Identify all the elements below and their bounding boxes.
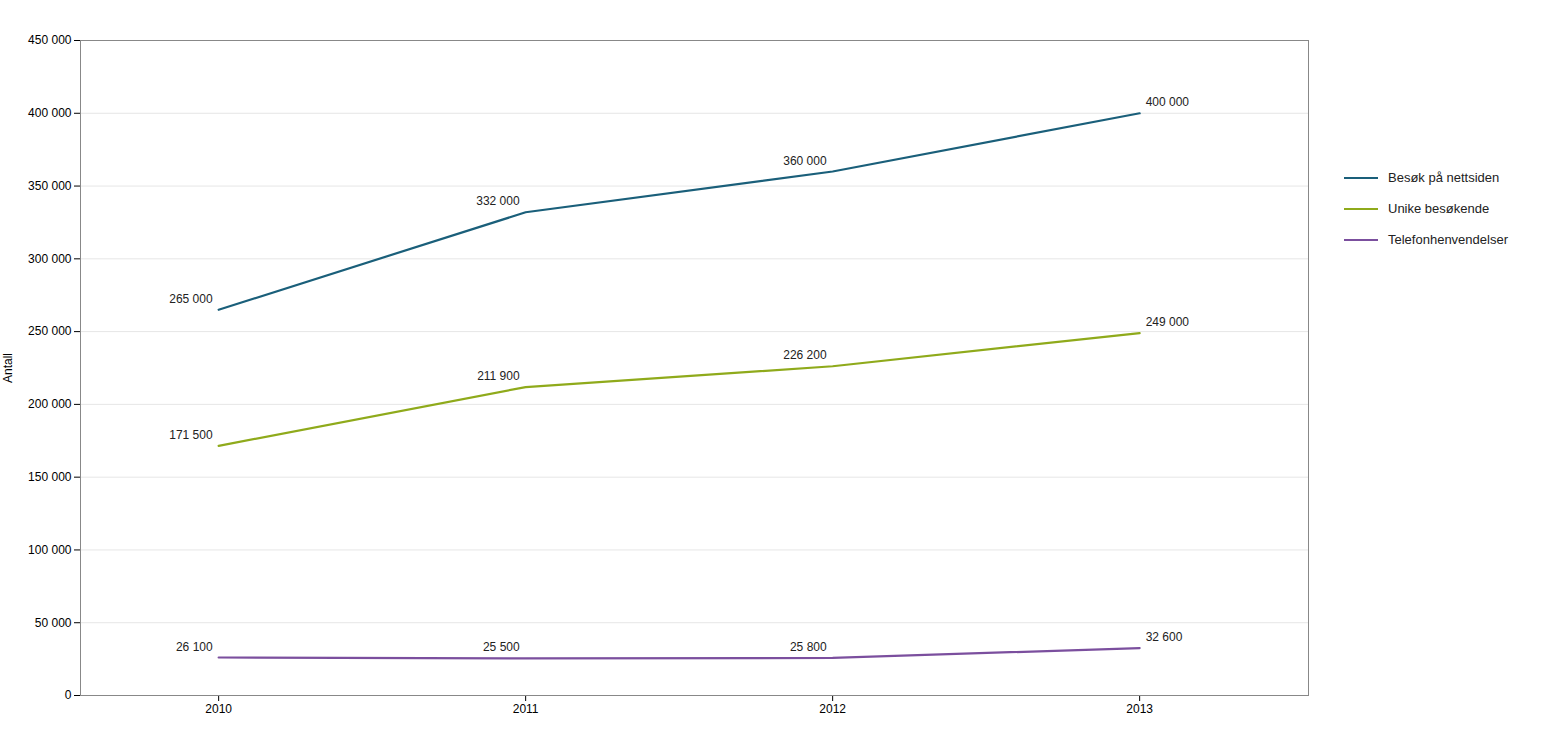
svg-text:171 500: 171 500 — [169, 428, 213, 442]
svg-text:0: 0 — [65, 688, 72, 702]
svg-text:249 000: 249 000 — [1146, 315, 1190, 329]
svg-text:360 000: 360 000 — [783, 154, 827, 168]
svg-text:265 000: 265 000 — [169, 292, 213, 306]
html-text:Besøk på nettsiden: Besøk på nettsiden — [1388, 170, 1500, 185]
svg-text:25 500: 25 500 — [483, 640, 520, 654]
html-text:Unike besøkende: Unike besøkende — [1388, 201, 1490, 216]
svg-text:2011: 2011 — [513, 702, 539, 716]
svg-text:2010: 2010 — [205, 702, 232, 716]
svg-text:211 900: 211 900 — [477, 369, 520, 383]
html-text:Telefonhenvendelser: Telefonhenvendelser — [1388, 232, 1508, 247]
svg-text:Antall: Antall — [1, 353, 15, 383]
svg-text:400 000: 400 000 — [1146, 95, 1190, 109]
svg-text:200 000: 200 000 — [28, 397, 72, 411]
svg-text:2012: 2012 — [819, 702, 846, 716]
svg-text:26 100: 26 100 — [176, 640, 213, 654]
svg-text:350 000: 350 000 — [28, 179, 72, 193]
svg-text:450 000: 450 000 — [28, 33, 72, 47]
svg-text:150 000: 150 000 — [28, 470, 72, 484]
svg-text:400 000: 400 000 — [28, 106, 72, 120]
svg-text:2013: 2013 — [1126, 702, 1153, 716]
svg-text:50 000: 50 000 — [35, 616, 72, 630]
svg-text:250 000: 250 000 — [28, 324, 72, 338]
svg-text:226 200: 226 200 — [783, 348, 827, 362]
svg-text:25 800: 25 800 — [790, 640, 827, 654]
svg-text:332 000: 332 000 — [476, 194, 520, 208]
svg-text:32 600: 32 600 — [1146, 630, 1183, 644]
svg-text:100 000: 100 000 — [28, 543, 72, 557]
svg-text:300 000: 300 000 — [28, 252, 72, 266]
